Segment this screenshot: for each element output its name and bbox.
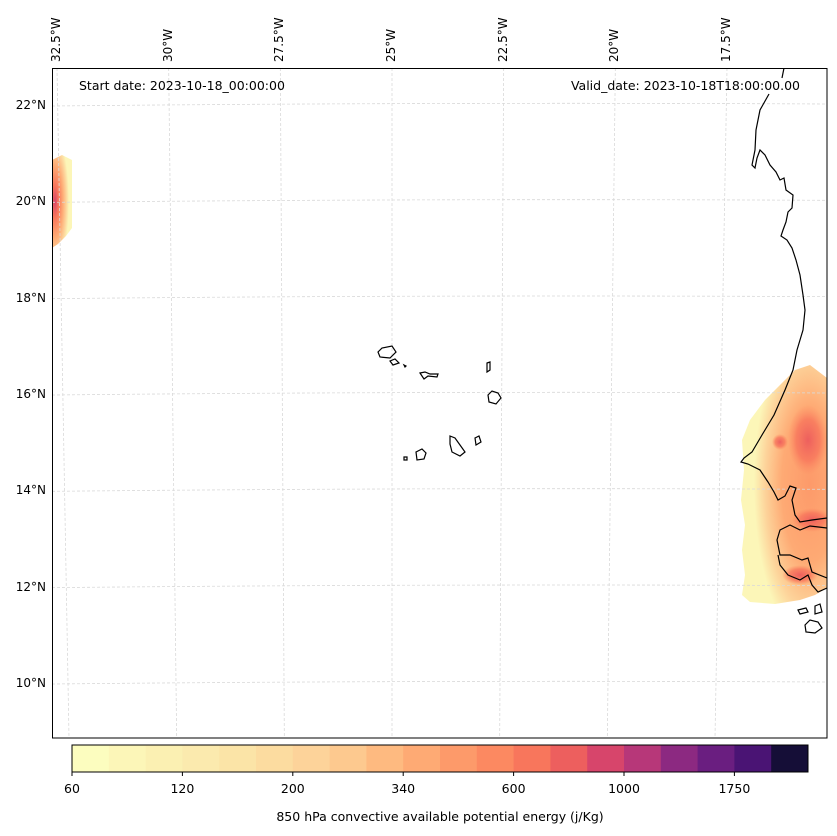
meridian-gridline: [499, 68, 505, 738]
colorbar-bin: [366, 745, 404, 772]
island-boa-vista: [487, 390, 502, 405]
island-sal: [486, 361, 491, 374]
valid-date-label: Valid_date: 2023-10-18T18:00:00.00: [570, 78, 800, 93]
island-santa-luzia: [402, 363, 408, 369]
colorbar-bin: [587, 745, 625, 772]
parallel-gridline: [52, 199, 827, 203]
cape-hot-spot: [788, 405, 827, 475]
colorbar-tick-label: 1000: [608, 781, 640, 796]
island-fogo: [415, 448, 427, 461]
longitude-label: 27.5°W: [272, 17, 287, 62]
island-santo-antao: [377, 345, 397, 359]
coastlines: [377, 68, 827, 634]
cape-blob-senegal: [741, 365, 827, 604]
colorbar-bin: [550, 745, 588, 772]
colorbar-bin: [182, 745, 220, 772]
parallel-gridline: [52, 584, 827, 589]
colorbar-bin: [513, 745, 551, 772]
colorbar-frame: [71, 744, 809, 773]
coastline-guinea-islands: [797, 603, 823, 634]
parallel-gridline: [52, 488, 827, 492]
island-santiago: [449, 435, 466, 457]
island-sao-nicolau: [419, 371, 439, 380]
longitude-label: 30°W: [160, 28, 175, 62]
coastline-guinea-bissau: [777, 554, 827, 593]
colorbar-tick-label: 60: [64, 781, 80, 796]
longitude-label: 32.5°W: [49, 17, 63, 62]
meridian-gridline: [714, 68, 728, 738]
latitude-label: 14°N: [15, 483, 46, 498]
colorbar-bin: [697, 745, 735, 772]
meridian-gridline: [279, 68, 285, 738]
coastline-mainland: [739, 68, 827, 523]
meridian-gridline: [56, 68, 70, 738]
meridian-gridline: [168, 68, 178, 738]
gridlines: [52, 68, 827, 738]
longitude-label: 17.5°W: [719, 17, 733, 62]
colorbar-tick-label: 1750: [718, 781, 751, 796]
colorbar-bin: [440, 745, 478, 772]
cape-blob-west: [52, 155, 72, 248]
latitude-label: 10°N: [15, 676, 46, 690]
colorbar-tick-label: 120: [170, 781, 195, 796]
latitude-label: 18°N: [15, 290, 46, 305]
colorbar-bin: [624, 745, 662, 772]
cape-hot-spot: [782, 565, 818, 585]
map-frame: [52, 68, 828, 739]
colorbar-tick-label: 340: [391, 781, 416, 796]
colorbar-bin: [108, 745, 147, 772]
colorbar-bin: [329, 745, 367, 772]
longitude-label: 22.5°W: [495, 17, 510, 62]
parallel-gridline: [52, 391, 827, 396]
longitude-label: 20°W: [607, 28, 622, 62]
colorbar-bin: [476, 745, 515, 772]
latitude-label: 16°N: [15, 387, 46, 401]
colorbar-bin: [771, 745, 809, 772]
colorbar-tick-label: 600: [501, 781, 526, 796]
island-maio: [474, 435, 482, 446]
colorbar-bin: [219, 745, 257, 772]
latitude-label: 22°N: [15, 98, 46, 112]
latitude-label: 12°N: [15, 579, 46, 594]
longitude-label: 25°W: [384, 28, 398, 62]
colorbar-bin: [292, 745, 331, 772]
meridian-gridline: [606, 68, 616, 738]
parallel-gridline: [52, 295, 827, 300]
parallel-gridline: [52, 680, 827, 685]
colorbar-bin: [660, 745, 699, 772]
colorbar-bin: [72, 745, 110, 772]
colorbar: [71, 744, 809, 776]
colorbar-bin: [256, 745, 294, 772]
colorbar-label: 850 hPa convective available potential e…: [276, 809, 604, 824]
island-sao-vicente: [389, 358, 401, 366]
start-date-label: Start date: 2023-10-18_00:00:00: [79, 78, 285, 93]
colorbar-tick-label: 200: [280, 781, 305, 796]
parallel-gridline: [52, 102, 827, 107]
colorbar-bin: [734, 745, 772, 772]
cape-field: [52, 155, 827, 604]
colorbar-bin: [145, 745, 183, 772]
latitude-label: 20°N: [15, 194, 46, 209]
coastline-gambia-south: [776, 524, 827, 579]
colorbar-bin: [403, 745, 441, 772]
cape-hot-spot: [772, 434, 788, 450]
island-brava: [403, 456, 408, 461]
